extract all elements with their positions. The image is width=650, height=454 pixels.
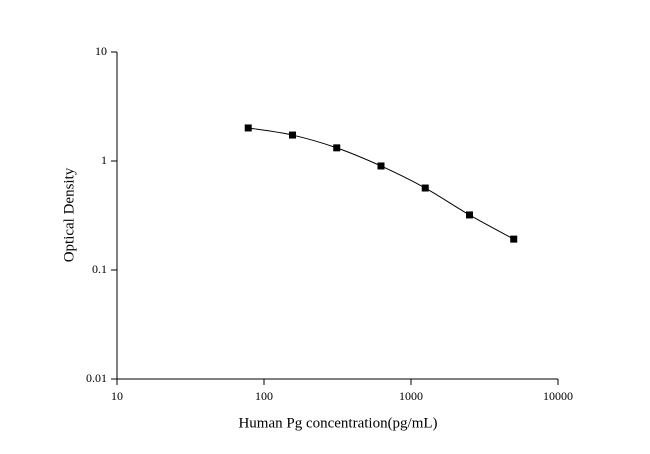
x-tick-label: 10000 xyxy=(543,389,573,403)
point xyxy=(510,235,518,243)
x-axis-label: Human Pg concentration(pg/mL) xyxy=(238,415,437,431)
point xyxy=(421,184,429,192)
x-tick-label: 1000 xyxy=(399,389,423,403)
point xyxy=(465,211,473,219)
point xyxy=(333,144,341,152)
x-tick-label: 100 xyxy=(255,389,273,403)
y-tick-label: 0.1 xyxy=(92,262,107,276)
point xyxy=(244,124,252,132)
y-axis-label: Optical Density xyxy=(61,167,77,262)
x-tick-label: 10 xyxy=(111,389,123,403)
point xyxy=(377,162,385,170)
y-tick-label: 0.01 xyxy=(86,371,107,385)
y-tick-label: 1 xyxy=(101,153,107,167)
y-tick-label: 10 xyxy=(95,44,107,58)
point xyxy=(288,131,296,139)
